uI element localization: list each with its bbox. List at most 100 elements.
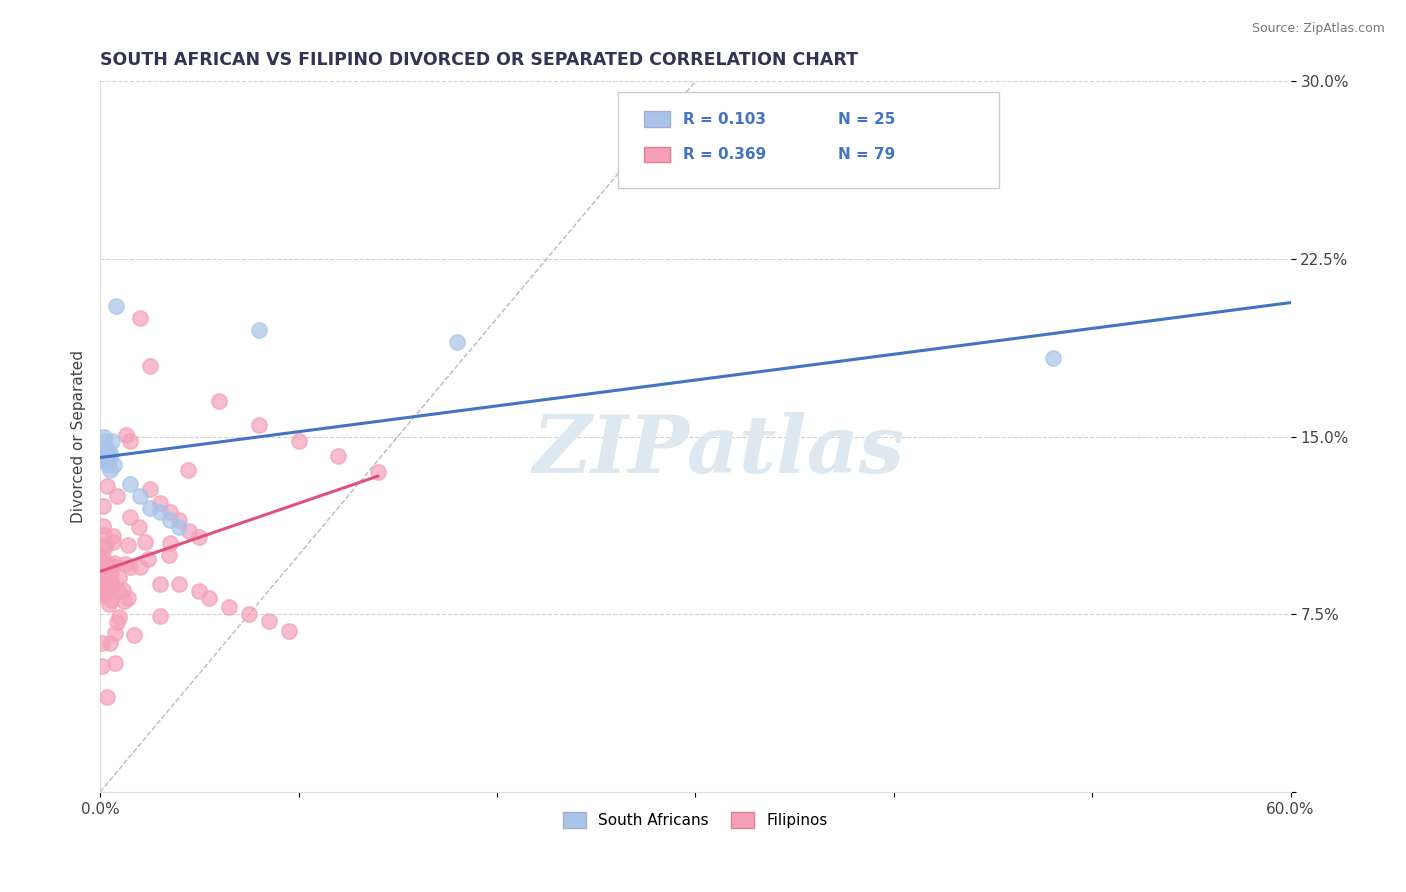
Point	[94, 586, 117, 600]
Point	[149, 505, 172, 519]
Point	[100, 593, 122, 607]
Point	[247, 417, 270, 432]
Point	[117, 591, 139, 605]
Point	[94, 442, 117, 456]
FancyBboxPatch shape	[644, 146, 671, 162]
Point	[179, 524, 201, 539]
Point	[104, 626, 127, 640]
Point	[128, 520, 150, 534]
Point	[367, 465, 389, 479]
Point	[97, 458, 120, 472]
FancyBboxPatch shape	[644, 112, 671, 127]
Point	[97, 579, 120, 593]
Point	[91, 567, 114, 582]
Point	[107, 583, 129, 598]
Text: R = 0.103: R = 0.103	[683, 112, 766, 127]
Point	[94, 538, 117, 552]
Point	[218, 600, 240, 615]
Point	[159, 536, 181, 550]
Point	[91, 555, 114, 569]
Point	[97, 558, 120, 572]
Point	[112, 583, 135, 598]
Point	[91, 499, 114, 513]
Point	[159, 505, 181, 519]
Point	[105, 615, 128, 630]
Point	[176, 463, 198, 477]
Legend: South Africans, Filipinos: South Africans, Filipinos	[557, 805, 834, 834]
Point	[93, 584, 115, 599]
Point	[169, 576, 191, 591]
Point	[117, 538, 139, 552]
Point	[149, 576, 172, 591]
Text: R = 0.369: R = 0.369	[683, 147, 766, 162]
Point	[93, 588, 115, 602]
Point	[107, 610, 129, 624]
Point	[101, 535, 124, 549]
Point	[103, 556, 125, 570]
Point	[93, 528, 115, 542]
Text: N = 25: N = 25	[838, 112, 896, 127]
Text: ZIPatlas: ZIPatlas	[533, 412, 905, 490]
Point	[188, 583, 211, 598]
Point	[91, 442, 114, 456]
Point	[128, 311, 150, 326]
Point	[94, 578, 117, 592]
Point	[122, 628, 145, 642]
Point	[238, 607, 260, 622]
Point	[94, 446, 117, 460]
Point	[94, 541, 117, 555]
Text: Source: ZipAtlas.com: Source: ZipAtlas.com	[1251, 22, 1385, 36]
Point	[138, 500, 160, 515]
Point	[128, 489, 150, 503]
Point	[98, 446, 121, 460]
Point	[157, 549, 180, 563]
Point	[114, 557, 136, 571]
Point	[247, 323, 270, 337]
Point	[94, 453, 117, 467]
Point	[101, 559, 124, 574]
Text: N = 79: N = 79	[838, 147, 896, 162]
Point	[169, 519, 191, 533]
Point	[149, 496, 172, 510]
Point	[93, 446, 115, 460]
Point	[169, 512, 191, 526]
Point	[96, 479, 118, 493]
Point	[91, 518, 114, 533]
Point	[208, 394, 231, 409]
Point	[100, 567, 122, 582]
Point	[257, 615, 280, 629]
Point	[118, 477, 141, 491]
Point	[103, 458, 125, 472]
Point	[100, 574, 122, 588]
Point	[107, 570, 129, 584]
Point	[148, 609, 170, 624]
Point	[96, 690, 118, 705]
Point	[97, 597, 120, 611]
Point	[188, 530, 211, 544]
Point	[101, 529, 124, 543]
Text: SOUTH AFRICAN VS FILIPINO DIVORCED OR SEPARATED CORRELATION CHART: SOUTH AFRICAN VS FILIPINO DIVORCED OR SE…	[100, 51, 858, 69]
Point	[159, 512, 181, 526]
Point	[105, 299, 128, 313]
Point	[105, 489, 128, 503]
Point	[128, 560, 150, 574]
Point	[115, 427, 138, 442]
Point	[91, 564, 114, 578]
FancyBboxPatch shape	[619, 92, 998, 188]
Point	[118, 434, 141, 449]
Point	[98, 463, 121, 477]
Point	[287, 434, 309, 449]
Point	[328, 449, 350, 463]
Point	[91, 659, 114, 673]
Point	[101, 578, 124, 592]
Point	[91, 583, 114, 598]
Point	[136, 552, 159, 566]
Y-axis label: Divorced or Separated: Divorced or Separated	[72, 351, 86, 523]
Point	[112, 593, 135, 607]
Point	[134, 535, 156, 549]
Point	[93, 434, 115, 449]
Point	[98, 450, 121, 465]
Point	[97, 574, 120, 589]
Point	[93, 430, 115, 444]
Point	[91, 550, 114, 565]
